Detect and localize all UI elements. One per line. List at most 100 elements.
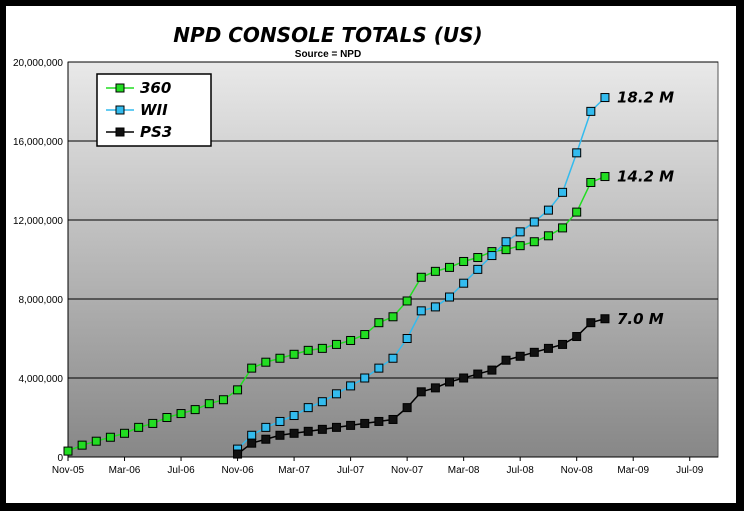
y-tick-label: 12,000,000 bbox=[13, 216, 63, 227]
legend-label-360: 360 bbox=[140, 79, 171, 97]
chart-title: NPD CONSOLE TOTALS (US) bbox=[173, 23, 482, 47]
data-point-ps3 bbox=[289, 428, 299, 438]
y-tick-label: 16,000,000 bbox=[13, 137, 63, 148]
data-point-ps3 bbox=[374, 416, 384, 426]
y-tick-label: 0 bbox=[57, 453, 63, 464]
x-tick-label: Jul-08 bbox=[507, 465, 535, 476]
data-point-ps3 bbox=[487, 365, 497, 375]
data-point-360 bbox=[529, 237, 539, 247]
data-point-360 bbox=[134, 422, 144, 432]
end-label-360: 14.2 M bbox=[617, 168, 674, 186]
data-point-ps3 bbox=[275, 430, 285, 440]
data-point-wii bbox=[247, 430, 257, 440]
data-point-ps3 bbox=[600, 314, 610, 324]
data-point-360 bbox=[162, 413, 172, 422]
data-point-360 bbox=[374, 318, 384, 328]
data-point-360 bbox=[63, 446, 73, 456]
x-tick-label: Jul-07 bbox=[337, 465, 365, 476]
data-point-wii bbox=[543, 205, 553, 215]
data-point-wii bbox=[572, 148, 582, 158]
legend-marker bbox=[115, 83, 125, 93]
data-point-360 bbox=[176, 409, 186, 419]
data-point-ps3 bbox=[346, 420, 356, 430]
legend: 360 WII PS3 bbox=[96, 73, 212, 147]
data-point-ps3 bbox=[558, 339, 568, 349]
data-point-360 bbox=[600, 172, 610, 182]
data-point-ps3 bbox=[317, 424, 327, 434]
data-point-360 bbox=[515, 241, 525, 251]
data-point-wii bbox=[487, 251, 497, 261]
data-point-360 bbox=[572, 207, 582, 217]
data-point-wii bbox=[374, 363, 384, 373]
y-tick-label: 20,000,000 bbox=[13, 58, 63, 69]
chart-area: NPD CONSOLE TOTALS (US) Source = NPD 0 4,… bbox=[6, 6, 736, 503]
chart-subtitle: Source = NPD bbox=[295, 49, 361, 60]
data-point-wii bbox=[331, 389, 341, 399]
x-tick-label: Mar-09 bbox=[617, 465, 649, 476]
data-point-wii bbox=[388, 353, 398, 363]
y-tick-label: 8,000,000 bbox=[19, 295, 64, 306]
data-point-wii bbox=[261, 422, 271, 432]
data-point-wii bbox=[445, 292, 455, 302]
data-point-ps3 bbox=[261, 434, 271, 444]
data-point-ps3 bbox=[430, 383, 440, 393]
data-point-wii bbox=[600, 93, 610, 103]
data-point-360 bbox=[430, 266, 440, 276]
data-point-ps3 bbox=[303, 426, 313, 436]
data-point-ps3 bbox=[233, 449, 243, 459]
x-tick-label: Nov-08 bbox=[561, 465, 594, 476]
data-point-360 bbox=[558, 223, 568, 233]
data-point-360 bbox=[77, 440, 87, 450]
data-point-wii bbox=[317, 397, 327, 407]
data-point-ps3 bbox=[473, 369, 483, 379]
y-tick-label: 4,000,000 bbox=[19, 374, 64, 385]
x-tick-label: Mar-08 bbox=[448, 465, 480, 476]
data-point-wii bbox=[402, 334, 412, 343]
data-point-360 bbox=[346, 335, 356, 345]
data-point-360 bbox=[289, 349, 299, 359]
data-point-360 bbox=[148, 418, 158, 428]
legend-label-ps3: PS3 bbox=[140, 123, 172, 141]
data-point-wii bbox=[459, 278, 469, 288]
data-point-360 bbox=[218, 395, 228, 405]
x-tick-label: Mar-06 bbox=[109, 465, 141, 476]
data-point-ps3 bbox=[529, 347, 539, 357]
chart-svg: NPD CONSOLE TOTALS (US) Source = NPD 0 4,… bbox=[13, 23, 719, 476]
data-point-360 bbox=[586, 177, 596, 187]
data-point-wii bbox=[529, 217, 539, 227]
x-tick-label: Nov-06 bbox=[221, 465, 254, 476]
data-point-ps3 bbox=[360, 418, 370, 428]
data-point-wii bbox=[303, 403, 313, 413]
data-point-ps3 bbox=[586, 318, 596, 328]
data-point-360 bbox=[402, 296, 412, 306]
data-point-360 bbox=[120, 428, 130, 438]
data-point-ps3 bbox=[331, 422, 341, 432]
data-point-360 bbox=[388, 312, 398, 322]
data-point-wii bbox=[346, 381, 356, 391]
data-point-360 bbox=[105, 432, 115, 442]
legend-label-wii: WII bbox=[140, 101, 168, 119]
data-point-wii bbox=[275, 416, 285, 426]
data-point-ps3 bbox=[402, 403, 412, 413]
data-point-ps3 bbox=[501, 355, 511, 365]
data-point-360 bbox=[317, 343, 327, 353]
data-point-wii bbox=[586, 106, 596, 116]
data-point-360 bbox=[233, 385, 243, 395]
x-tick-label: Jul-09 bbox=[676, 465, 704, 476]
data-point-360 bbox=[459, 256, 469, 266]
data-point-360 bbox=[360, 330, 370, 340]
x-tick-label: Mar-07 bbox=[278, 465, 310, 476]
data-point-360 bbox=[501, 245, 511, 255]
data-point-ps3 bbox=[247, 438, 257, 448]
data-point-wii bbox=[360, 373, 370, 383]
data-point-ps3 bbox=[543, 343, 553, 353]
data-point-360 bbox=[473, 253, 483, 263]
legend-marker bbox=[115, 105, 125, 115]
data-point-ps3 bbox=[416, 387, 426, 397]
data-point-360 bbox=[331, 339, 341, 349]
data-point-360 bbox=[303, 345, 313, 355]
data-point-wii bbox=[558, 187, 568, 197]
data-point-ps3 bbox=[459, 373, 469, 383]
data-point-360 bbox=[204, 399, 214, 409]
